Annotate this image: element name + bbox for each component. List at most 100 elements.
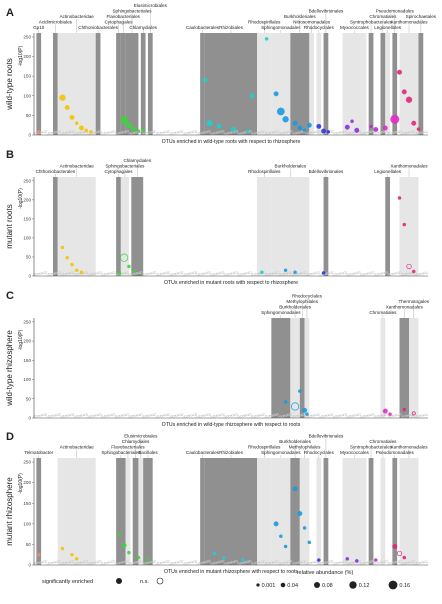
ns-background-point (300, 130, 304, 133)
ns-background-point (282, 131, 285, 135)
ns-background-point (78, 272, 81, 276)
ns-background-point (370, 413, 373, 416)
ns-background-point (146, 131, 149, 135)
ns-background-point (419, 414, 422, 418)
y-axis-title: wild-type rhizosphere (5, 330, 14, 407)
group-label: Burkholderiales (279, 439, 311, 444)
ns-background-point (231, 272, 234, 275)
ns-background-point (149, 131, 152, 134)
group-band (120, 33, 126, 135)
ns-background-point (151, 413, 154, 417)
group-label: Caulobacterales (186, 450, 220, 455)
ns-background-point (399, 271, 402, 274)
data-point (317, 558, 321, 562)
ns-background-point (217, 272, 220, 275)
ns-background-point (179, 413, 182, 416)
group-label: Chromatiales (369, 439, 397, 444)
data-point (222, 555, 226, 560)
ns-background-point (160, 414, 163, 418)
group-band (399, 33, 419, 135)
ns-background-point (331, 413, 334, 416)
data-point (416, 127, 421, 131)
data-point (206, 120, 213, 127)
ns-background-point (41, 130, 45, 133)
ns-background-point (207, 130, 210, 133)
y-axis-subtitle: -log10(P) (18, 45, 24, 66)
ns-background-point (299, 131, 302, 134)
ns-background-point (126, 129, 129, 133)
ns-background-point (423, 413, 426, 417)
group-label: Telmatobacter (24, 450, 53, 455)
ns-background-point (49, 273, 52, 276)
ns-background-point (281, 415, 284, 418)
data-point (402, 555, 407, 560)
data-point (350, 119, 354, 124)
ns-background-point (337, 414, 340, 418)
group-band (399, 177, 419, 276)
ns-background-point (316, 130, 319, 133)
ns-background-point (173, 272, 176, 276)
ns-background-point (288, 413, 292, 416)
ns-background-point (123, 130, 126, 133)
ns-background-point (381, 272, 384, 275)
group-label: Bdellovibrionales (309, 9, 344, 14)
ns-background-point (43, 130, 46, 133)
ns-background-point (222, 129, 225, 133)
data-point (282, 116, 289, 123)
data-point (373, 127, 379, 132)
ns-background-point (255, 414, 258, 418)
ns-background-point (356, 271, 360, 274)
ns-background-point (51, 131, 54, 135)
ns-background-point (154, 559, 157, 562)
y-tick-label: 0 (28, 416, 31, 421)
ns-background-point (281, 273, 284, 276)
ns-background-point (425, 130, 428, 133)
ns-background-point (378, 272, 381, 276)
ns-background-point (67, 414, 70, 417)
ns-background-point (154, 129, 157, 133)
ns-background-point (317, 129, 320, 133)
group-band (204, 458, 258, 565)
ns-background-point (261, 413, 264, 416)
group-label: Flavobacteriales (111, 445, 145, 450)
ns-background-point (194, 559, 198, 562)
group-label: Gp10 (33, 25, 45, 30)
ns-background-point (166, 413, 169, 416)
ns-background-point (405, 414, 408, 418)
group-band (316, 33, 322, 135)
ns-background-point (316, 413, 319, 416)
ns-background-point (367, 414, 370, 417)
ns-background-point (99, 559, 102, 562)
ns-background-point (249, 559, 252, 562)
y-tick-label: 200 (23, 54, 31, 59)
group-label: Chthoniobacterales (36, 169, 76, 174)
ns-background-point (113, 559, 116, 562)
ns-background-point (340, 414, 343, 417)
ns-background-point (285, 131, 288, 134)
ns-background-point (326, 272, 329, 275)
ns-background-point (94, 131, 98, 134)
legend-abundance-marker (349, 581, 357, 589)
ns-background-point (409, 130, 413, 133)
ns-background-point (179, 130, 182, 133)
ns-background-point (394, 414, 398, 417)
ns-background-point (204, 131, 207, 134)
ns-background-point (164, 130, 167, 133)
y-tick-label: 0 (28, 133, 31, 138)
y-axis-title: wild-type roots (5, 58, 14, 111)
group-label: Burkholderiales (275, 164, 307, 169)
ns-background-point (396, 130, 399, 133)
group-label: Actinobacteridae (60, 445, 95, 450)
ns-background-point (140, 559, 143, 562)
ns-background-point (199, 132, 202, 135)
ns-background-point (41, 413, 45, 417)
legend-abundance-label: 0.16 (399, 583, 410, 589)
ns-background-point (167, 559, 170, 562)
ns-background-point (105, 272, 108, 276)
ns-background-point (425, 413, 428, 416)
ns-background-point (382, 413, 385, 417)
ns-background-point (378, 414, 381, 418)
ns-background-point (135, 272, 139, 275)
ns-background-point (417, 415, 420, 418)
group-band (36, 458, 42, 565)
